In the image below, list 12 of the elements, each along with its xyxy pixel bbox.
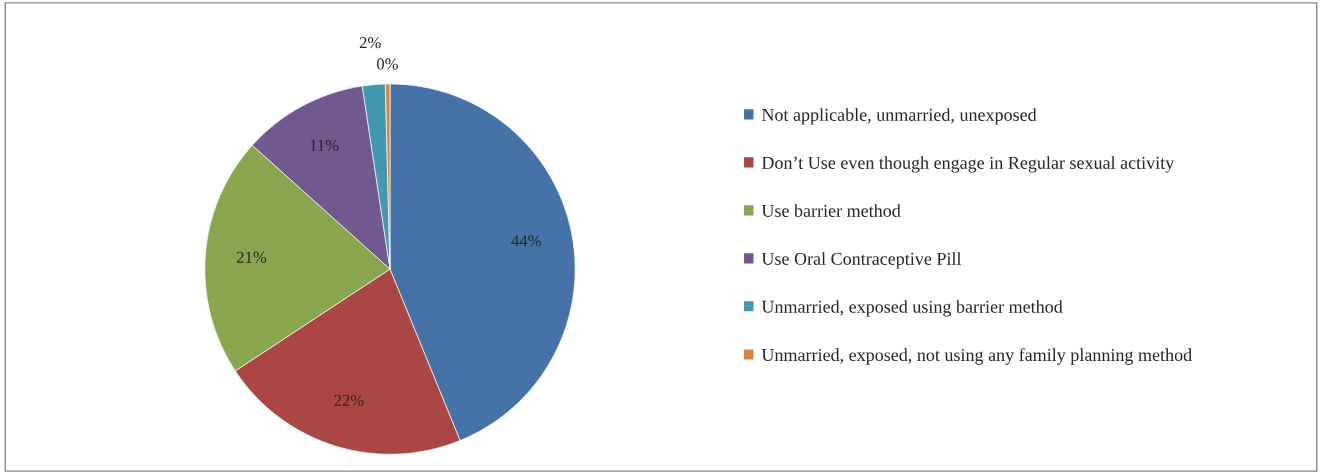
- data-label: 0%: [376, 58, 398, 70]
- data-label: 22%: [334, 394, 364, 406]
- legend-label: Don’t Use even though engage in Regular sexual activity: [761, 156, 1175, 173]
- legend-label: Not applicable, unmarried, unexposed: [761, 108, 1037, 125]
- data-label: 11%: [310, 139, 339, 152]
- data-label: 2%: [359, 36, 381, 49]
- legend-label: Unmarried, exposed, not using any family planning method: [761, 348, 1192, 365]
- data-label: 21%: [236, 251, 267, 263]
- legend-label: Unmarried, exposed using barrier method: [761, 300, 1063, 317]
- legend-label: Use barrier method: [761, 204, 901, 217]
- data-label: 44%: [511, 235, 541, 247]
- legend-label: Use Oral Contraceptive Pill: [761, 252, 962, 269]
